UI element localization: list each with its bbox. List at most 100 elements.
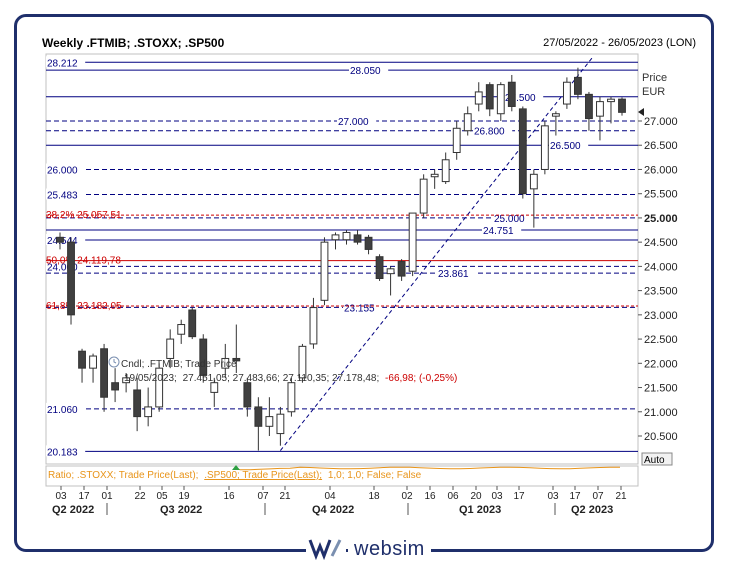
level-label-bg [504,90,544,102]
fib-layer: 38,2% 25.057,51 50,0% 24.119,78 61,8% 23.1… [46,210,638,312]
level-label: 27.000 [338,117,369,128]
y-tick-label: 22.000 [644,358,678,370]
x-tick-label: 20 [470,491,482,502]
x-tick-label: 07 [592,491,604,502]
level-label: 28.050 [350,66,381,77]
auto-scale-label: Auto [644,455,665,466]
chart-title: Weekly .FTMIB; .STOXX; .SP500 [42,36,225,50]
y-tick-label: 26.000 [644,164,678,176]
candle-body [386,268,395,275]
x-period-label: Q2 2023 [571,504,613,516]
x-tick-label: 07 [257,491,269,502]
legend-clock-hands [113,359,117,364]
candles-layer [56,67,626,451]
level-label: 26.000 [47,165,78,176]
level-label: 24.751 [483,226,514,237]
ratio-prefix: Ratio; [48,470,77,481]
legend-change: -66,98; (-0,25%) [385,373,457,384]
ratio-series-a: .STOXX; Trade Price(Last); [77,470,199,481]
x-tick-label: 03 [547,491,559,502]
candle-body [89,355,97,369]
candle-body [342,231,351,241]
candle-body [265,416,274,427]
x-period-label: Q4 2022 [312,504,354,516]
level-label: 26.800 [474,127,505,138]
x-tick-label: 17 [513,491,525,502]
x-tick-label: 02 [401,491,413,502]
level-label-bg [46,234,86,246]
x-tick-label: 17 [78,491,90,502]
candle-body [298,345,307,379]
legend-candle-label: Cndl; .FTMIB; Trade Price [121,359,237,370]
candle-body [419,178,428,214]
y-tick-label: 25.000 [644,213,678,225]
plot-area [45,53,639,465]
candle-body [540,125,549,170]
x-tick-label: 16 [223,491,235,502]
auto-scale-button[interactable] [641,452,673,466]
level-label-bg [46,163,86,175]
y-tick-label: 23.000 [644,310,678,322]
candle-body [243,382,252,408]
legend-ohlc: 19/05/2023; 27.451,05; 27.483,66; 27.110… [124,373,457,384]
price-axis-title: Price [642,72,667,84]
y-tick-label: 21.500 [644,383,678,395]
websim-logo-icon [306,536,346,560]
x-tick-label: 03 [55,491,67,502]
level-label-bg [46,445,86,457]
level-label-bg [493,211,533,223]
level-label-bg [349,64,389,76]
x-axis: 03 17 01 22 05 19 16 07 21 04 18 02 16 06 20 03 17 03 17 07… [52,486,627,516]
level-label-bg [482,223,522,235]
levels-layer: 28.212 28.050 27.500 27.000 26.800 26.500 26.0… [46,56,638,458]
candle-body [100,348,108,398]
candle-body [353,234,362,243]
candle-body [574,76,582,95]
level-label-bg [46,260,86,272]
x-tick-label: 21 [615,491,627,502]
candle-body [375,256,384,280]
candle-body [122,377,131,384]
level-label: 20.183 [47,447,78,458]
x-tick-label: 18 [368,491,380,502]
x-tick-label: 05 [156,491,168,502]
date-range: 27/05/2022 - 26/05/2023 (LON) [543,37,696,49]
x-period-label: Q3 2022 [160,504,202,516]
last-price-marker-icon [638,108,644,116]
x-tick-label: 21 [279,491,291,502]
level-label-bg [46,188,86,200]
fib-level-label: 61,8% 23.182,05 [46,301,122,312]
x-period-label: Q1 2023 [459,504,501,516]
candle-body [397,261,406,277]
candle-body [309,307,318,345]
legend-ohlc-date: 19/05/2023; [124,373,177,384]
currency-axis-title: EUR [642,86,665,98]
y-tick-label: 22.500 [644,334,678,346]
ratio-pane [45,465,639,487]
level-label-bg [437,267,477,279]
candle-body [254,406,263,427]
candle-body [166,338,175,359]
x-tick-label: 22 [134,491,146,502]
y-tick-label: 23.500 [644,286,678,298]
ratio-params: 1,0; 1,0; False; False [328,470,422,481]
y-tick-label: 25.500 [644,189,678,201]
ratio-series-line [235,466,620,471]
candle-body [507,81,516,107]
x-tick-label: 06 [447,491,459,502]
level-label: 28.212 [47,58,78,69]
level-label: 23.155 [344,303,375,314]
candle-body [199,338,208,376]
candle-body [452,127,461,153]
ratio-series-b: .SP500; Trade Price(Last); [204,470,322,481]
y-tick-label: 27.000 [644,116,678,128]
candle-body [177,324,186,335]
candle-body [408,212,417,272]
candle-body [188,309,197,338]
level-label-bg [473,124,513,136]
candle-body [276,413,285,435]
candle-body [232,357,241,362]
legend-ohlc-values: 27.451,05; 27.483,66; 27.110,35; 27.178,… [183,373,380,384]
candle-body [320,241,329,301]
